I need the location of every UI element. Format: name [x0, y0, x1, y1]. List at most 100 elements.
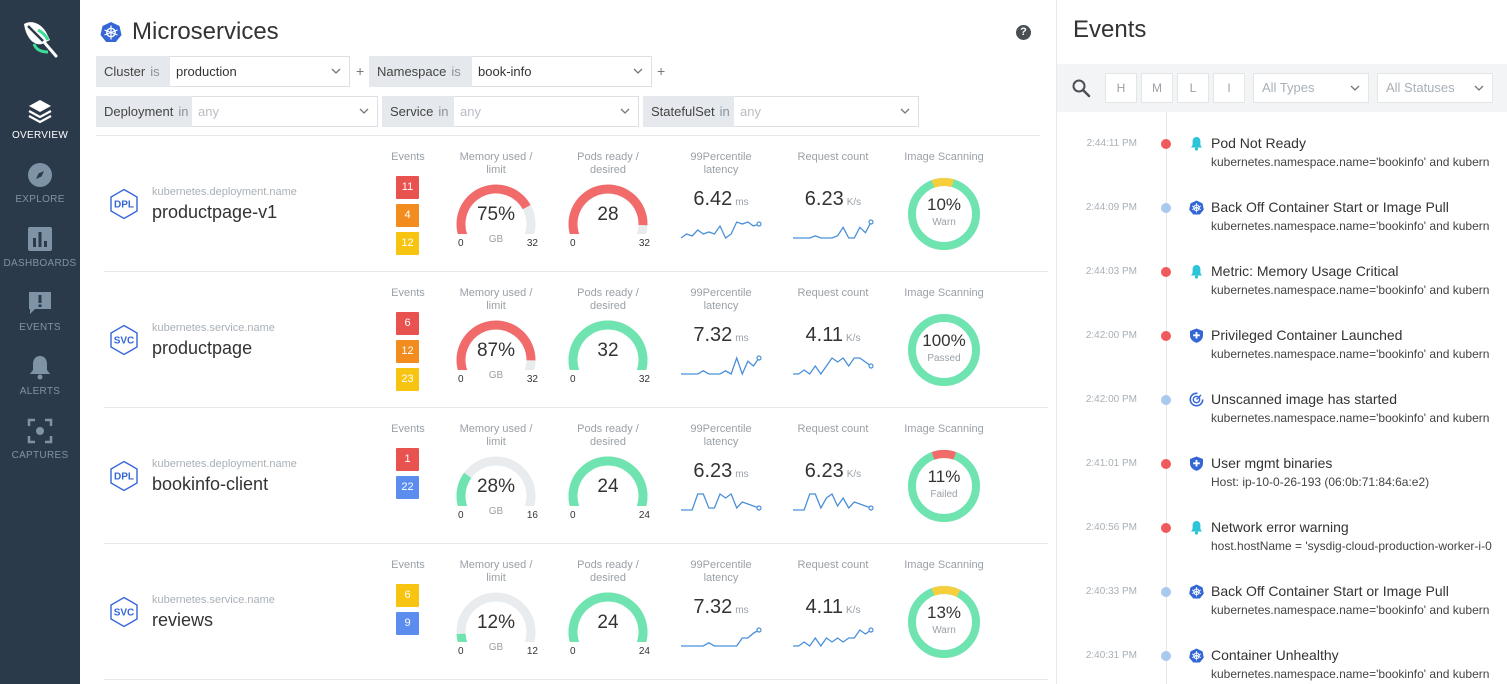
- event-type-select[interactable]: All Types: [1253, 73, 1369, 103]
- event-time: 2:44:11 PM: [1086, 138, 1137, 149]
- event-item[interactable]: 2:41:01 PM User mgmt binaries Host: ip-10-…: [1057, 432, 1507, 496]
- latency-metric: 6.42 ms: [676, 188, 766, 211]
- image-scan-donut[interactable]: 13% Warn: [904, 582, 984, 662]
- namespace-filter-op: is: [451, 64, 461, 79]
- event-status-select-value: All Statuses: [1386, 80, 1455, 95]
- latency-unit: ms: [735, 605, 749, 616]
- cluster-filter[interactable]: Cluster is production: [96, 56, 350, 87]
- badge-text: SVC: [114, 336, 135, 347]
- column-header-pods: Pods ready / desired: [577, 151, 639, 176]
- image-scan-donut[interactable]: 10% Warn: [904, 174, 984, 254]
- resource-name[interactable]: productpage-v1: [152, 202, 278, 222]
- sparkline-point: [756, 355, 762, 361]
- gauge-max: 16: [526, 510, 538, 521]
- event-count-badge[interactable]: 1: [396, 448, 419, 471]
- event-description: host.hostName = 'sysdig-cloud-production…: [1211, 539, 1492, 553]
- event-description: kubernetes.namespace.name='bookinfo' and…: [1211, 667, 1490, 681]
- image-scan-donut[interactable]: 11% Failed: [904, 446, 984, 526]
- deployment-filter[interactable]: Deployment in any: [96, 96, 378, 127]
- event-item[interactable]: 2:42:00 PM Unscanned image has started kub…: [1057, 368, 1507, 432]
- kubernetes-icon: [1189, 648, 1204, 663]
- service-row[interactable]: DPL kubernetes.deployment.name bookinfo-cl…: [104, 408, 1048, 544]
- event-item[interactable]: 2:40:31 PM Container Unhealthy kubernetes.…: [1057, 624, 1507, 684]
- namespace-select[interactable]: book-info: [472, 56, 652, 87]
- latency-unit: ms: [735, 333, 749, 344]
- help-icon[interactable]: ?: [1016, 25, 1031, 40]
- nav-captures[interactable]: CAPTURES: [0, 418, 80, 478]
- event-item[interactable]: 2:40:56 PM Network error warning host.host…: [1057, 496, 1507, 560]
- event-count-badge[interactable]: 9: [396, 612, 419, 635]
- statefulset-filter-name: StatefulSet: [651, 104, 715, 119]
- scan-icon: [1189, 392, 1204, 407]
- nav-alerts[interactable]: ALERTS: [0, 354, 80, 414]
- event-count-badge[interactable]: 6: [396, 312, 419, 335]
- gauge-max: 32: [526, 238, 538, 249]
- latency-metric: 7.32 ms: [676, 596, 766, 619]
- capture-icon: [27, 418, 53, 444]
- event-count-badge[interactable]: 22: [396, 476, 419, 499]
- gauge-fill: [456, 184, 531, 246]
- gauge-unit: GB: [488, 642, 504, 653]
- column-header-events: Events: [391, 287, 425, 299]
- event-item[interactable]: 2:44:09 PM Back Off Container Start or Im…: [1057, 176, 1507, 240]
- gauge-arc: [568, 592, 648, 654]
- namespace-filter[interactable]: Namespace is book-info: [369, 56, 652, 87]
- event-item[interactable]: 2:44:11 PM Pod Not Ready kubernetes.namesp…: [1057, 112, 1507, 176]
- logo-icon[interactable]: [20, 18, 60, 60]
- column-header-pods: Pods ready / desired: [577, 423, 639, 448]
- latency-value: 7.32: [693, 324, 733, 346]
- nav-events[interactable]: EVENTS: [0, 290, 80, 350]
- event-count-badge[interactable]: 4: [396, 204, 419, 227]
- event-item[interactable]: 2:42:00 PM Privileged Container Launched k…: [1057, 304, 1507, 368]
- column-header-scanning: Image Scanning: [904, 559, 984, 571]
- cluster-select[interactable]: production: [170, 56, 350, 87]
- nav-explore[interactable]: EXPLORE: [0, 162, 80, 222]
- nav-dashboards[interactable]: DASHBOARDS: [0, 226, 80, 286]
- event-count-badge[interactable]: 12: [396, 340, 419, 363]
- statefulset-filter[interactable]: StatefulSet in any: [643, 96, 919, 127]
- deployment-select[interactable]: any: [192, 96, 378, 127]
- gauge-value: 28: [597, 204, 619, 225]
- service-filter[interactable]: Service in any: [382, 96, 639, 127]
- event-count-badge[interactable]: 11: [396, 176, 419, 199]
- resource-name[interactable]: productpage: [152, 338, 253, 358]
- search-icon[interactable]: [1071, 78, 1091, 98]
- nav-overview[interactable]: OVERVIEW: [0, 98, 80, 158]
- add-filter-button[interactable]: +: [657, 63, 666, 79]
- sparkline-line: [793, 357, 872, 376]
- severity-dot: [1161, 331, 1171, 341]
- statefulset-select[interactable]: any: [734, 96, 919, 127]
- event-count-badge[interactable]: 12: [396, 232, 419, 255]
- add-filter-button[interactable]: +: [356, 63, 365, 79]
- service-row[interactable]: SVC kubernetes.service.name productpage Eve…: [104, 272, 1048, 408]
- sparkline-point: [868, 627, 874, 633]
- namespace-select-value: book-info: [478, 64, 532, 79]
- resource-name[interactable]: bookinfo-client: [152, 474, 269, 494]
- severity-low-button[interactable]: L: [1177, 73, 1209, 103]
- shield-icon: [1190, 328, 1203, 343]
- gauge-arc: [568, 184, 648, 246]
- event-time: 2:41:01 PM: [1085, 458, 1137, 469]
- service-row[interactable]: SVC kubernetes.service.name reviews Events M…: [104, 544, 1048, 680]
- image-scan-donut[interactable]: 100% Passed: [904, 310, 984, 390]
- event-item[interactable]: 2:44:03 PM Metric: Memory Usage Critical k…: [1057, 240, 1507, 304]
- event-title: Pod Not Ready: [1211, 135, 1306, 151]
- service-select[interactable]: any: [454, 96, 639, 127]
- event-title: Privileged Container Launched: [1211, 327, 1403, 343]
- event-count-badge[interactable]: 6: [396, 584, 419, 607]
- severity-high-button[interactable]: H: [1105, 73, 1137, 103]
- request-count-value: 6.23: [804, 188, 844, 210]
- event-count-badge[interactable]: 23: [396, 368, 419, 391]
- event-item[interactable]: 2:40:33 PM Back Off Container Start or Im…: [1057, 560, 1507, 624]
- service-row[interactable]: DPL kubernetes.deployment.name productpage…: [104, 136, 1048, 272]
- sparkline-line: [793, 629, 872, 648]
- resource-name[interactable]: reviews: [152, 610, 214, 630]
- severity-info-button[interactable]: I: [1213, 73, 1245, 103]
- severity-dot: [1161, 395, 1171, 405]
- severity-medium-button[interactable]: M: [1141, 73, 1173, 103]
- nav-events-label: EVENTS: [19, 322, 61, 333]
- event-status-select[interactable]: All Statuses: [1377, 73, 1493, 103]
- request-count-metric: 6.23 K/s: [788, 460, 878, 483]
- gauge-fill: [568, 592, 648, 654]
- service-filter-name: Service: [390, 104, 434, 119]
